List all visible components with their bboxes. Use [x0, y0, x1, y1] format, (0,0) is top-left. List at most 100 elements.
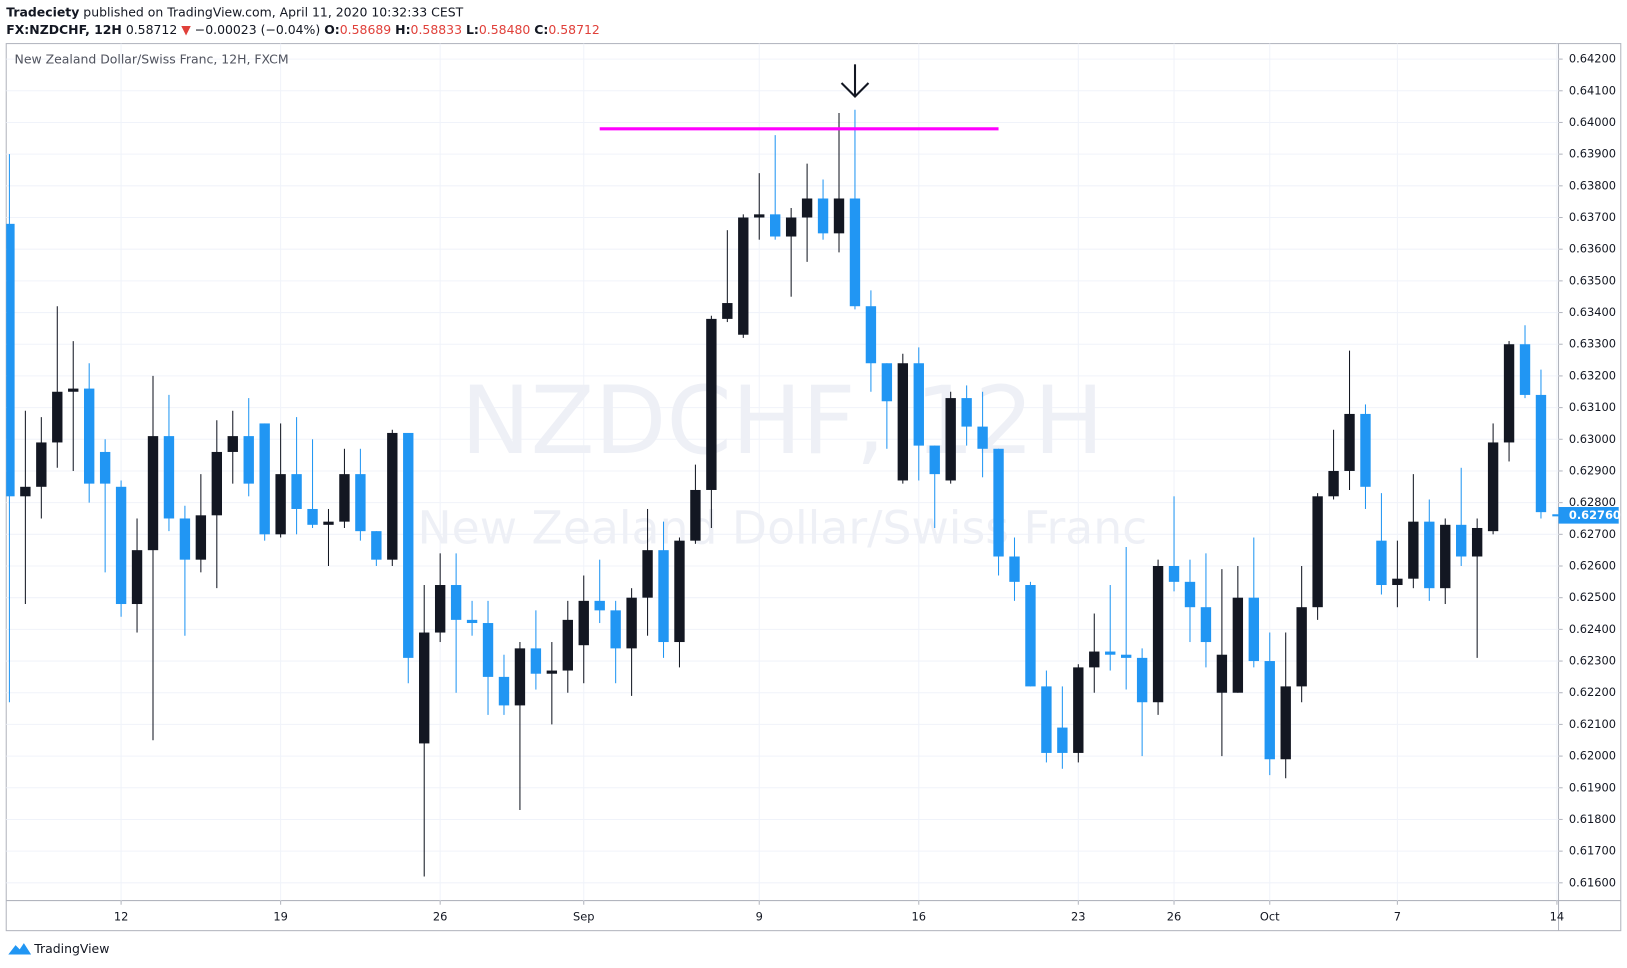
candle-body — [546, 670, 558, 674]
x-tick-label: 26 — [433, 910, 448, 924]
y-tick-label: 0.63800 — [1569, 178, 1616, 192]
last-price-box — [1558, 507, 1619, 524]
y-tick-label: 0.61900 — [1569, 780, 1616, 794]
candle-body — [1392, 578, 1403, 586]
candle-body — [674, 540, 685, 643]
candle-body — [68, 388, 79, 392]
ohlc-label: C: — [534, 22, 548, 37]
candle-body — [1105, 651, 1116, 655]
x-tick-label: 7 — [1394, 910, 1401, 924]
candle-body — [1232, 597, 1244, 693]
legend-text: New Zealand Dollar/Swiss Franc, 12H, FXC… — [15, 52, 289, 67]
candle-body — [1487, 442, 1499, 532]
y-tick-label: 0.62700 — [1569, 527, 1616, 541]
y-tick-label: 0.61800 — [1569, 812, 1616, 826]
arrow-annotation — [840, 64, 870, 98]
candle-body — [1503, 344, 1515, 443]
candle-body — [1216, 654, 1228, 693]
candle-body — [1073, 667, 1084, 753]
ohlc-value: 0.58689 — [340, 22, 392, 37]
y-tick-label: 0.63600 — [1569, 242, 1616, 256]
candle-body — [99, 451, 111, 484]
y-tick-label: 0.62300 — [1569, 654, 1616, 668]
candle-body — [450, 585, 462, 620]
candle-body — [498, 676, 510, 706]
change-arrow: ▼ — [181, 22, 191, 37]
candle-body — [1009, 556, 1020, 582]
candle-body — [817, 198, 829, 234]
candle-body — [929, 445, 940, 475]
candle-body — [1296, 607, 1307, 687]
candle-body — [530, 648, 542, 674]
candle-body — [83, 388, 95, 484]
candle-body — [1519, 344, 1531, 395]
candle-body — [339, 474, 350, 522]
x-tick-label: 23 — [1071, 910, 1086, 924]
ohlc-value: 0.58480 — [479, 22, 531, 37]
candle-body — [1089, 651, 1100, 668]
y-tick-label: 0.62900 — [1569, 463, 1616, 477]
candle-body — [977, 426, 988, 449]
price: 0.58712 — [126, 22, 177, 37]
candle-body — [722, 303, 733, 319]
candle-body — [291, 474, 302, 509]
y-tick-label: 0.63500 — [1569, 273, 1616, 287]
candle-body — [1136, 657, 1148, 703]
candle-body — [913, 363, 924, 446]
candle-body — [1264, 661, 1275, 760]
candle-body — [275, 474, 286, 535]
y-tick-label: 0.61600 — [1569, 875, 1616, 889]
candle-body — [211, 451, 223, 516]
candle-body — [993, 448, 1004, 557]
y-tick-label: 0.63900 — [1569, 147, 1616, 161]
y-tick-label: 0.63000 — [1569, 432, 1616, 446]
candle-body — [1120, 654, 1132, 658]
candle-body — [371, 531, 382, 560]
ticker: FX:NZDCHF, 12H — [6, 22, 122, 37]
ohlc-label: O: — [324, 22, 340, 37]
candle-body — [163, 436, 175, 519]
header-line: Tradeciety published on TradingView.com,… — [6, 4, 463, 19]
last-price-label: 0.62760 — [1569, 508, 1621, 522]
candle-body — [785, 217, 797, 237]
candle-body — [1184, 581, 1196, 608]
candle-body — [945, 398, 956, 481]
candle-body — [1248, 597, 1259, 662]
y-tick-label: 0.63100 — [1569, 400, 1616, 414]
candles — [6, 109, 1547, 877]
x-tick-label: Sep — [573, 910, 595, 924]
candle-body — [770, 214, 781, 237]
ohlc-label: H: — [395, 22, 410, 37]
x-tick-label: 26 — [1167, 910, 1182, 924]
candle-body — [179, 518, 191, 560]
author: Tradeciety — [6, 4, 79, 19]
candle-body — [1328, 470, 1339, 497]
candle-body — [115, 486, 127, 605]
candle-body — [626, 597, 637, 649]
candle-body — [227, 436, 238, 452]
candle-body — [131, 550, 143, 605]
candle-body — [1376, 540, 1387, 586]
y-tick-label: 0.62200 — [1569, 685, 1616, 699]
candle-body — [865, 306, 877, 364]
candle-body — [849, 198, 861, 307]
candle-body — [594, 600, 605, 611]
candle-body — [243, 436, 254, 484]
symbol-line: FX:NZDCHF, 12H 0.58712 ▼ −0.00023 (−0.04… — [6, 22, 600, 37]
candle-body — [610, 610, 621, 649]
candle-body — [147, 436, 159, 551]
ohlc-label: L: — [466, 22, 479, 37]
footer: TradingView — [8, 941, 109, 956]
y-tick-label: 0.64000 — [1569, 115, 1616, 129]
candle-body — [578, 600, 589, 646]
watermark-subtitle: New Zealand Dollar/Swiss Franc — [417, 502, 1147, 555]
candle-body — [801, 198, 813, 218]
candle-body — [754, 214, 765, 218]
x-tick-label: 9 — [756, 910, 763, 924]
ohlc-value: 0.58833 — [411, 22, 462, 37]
candle-body — [1057, 727, 1068, 753]
ohlc-value: 0.58712 — [548, 22, 599, 37]
x-tick-label: 12 — [114, 910, 129, 924]
candle-body — [1168, 566, 1180, 582]
